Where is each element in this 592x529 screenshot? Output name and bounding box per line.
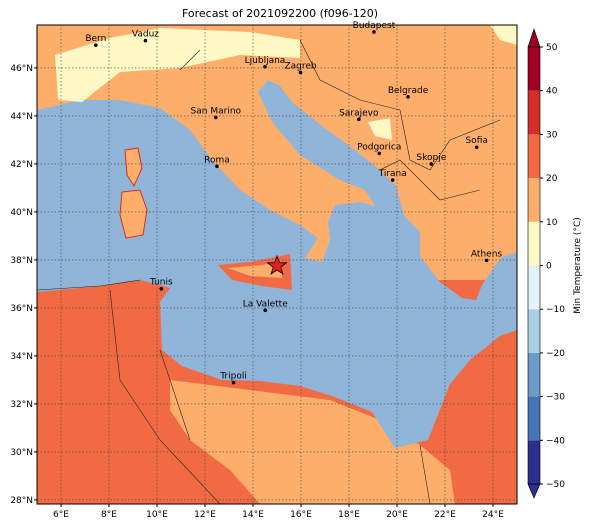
city-label: Sofia xyxy=(465,136,487,146)
colorbar-tick-label: −20 xyxy=(546,349,565,359)
y-tick-label: 32°N xyxy=(10,400,33,410)
x-tick-label: 12°E xyxy=(194,510,216,520)
city-dot xyxy=(94,43,98,47)
colorbar-segment xyxy=(528,440,540,484)
city-label: Bern xyxy=(85,34,106,44)
colorbar-tick-label: 40 xyxy=(546,87,558,97)
colorbar-tick-label: −50 xyxy=(546,480,565,490)
city-label: Athens xyxy=(471,249,502,259)
colorbar-segment xyxy=(528,396,540,441)
y-tick-label: 42°N xyxy=(10,160,33,170)
city-label: Sarajevo xyxy=(339,108,379,118)
city-label: Tripoli xyxy=(219,372,247,382)
x-tick-label: 8°E xyxy=(101,510,117,520)
city-dot xyxy=(159,286,164,291)
y-tick-label: 46°N xyxy=(10,64,33,74)
x-tick-label: 22°E xyxy=(434,510,456,520)
y-tick-label: 30°N xyxy=(10,448,33,458)
x-tick-label: 14°E xyxy=(242,510,264,520)
grid xyxy=(37,25,517,504)
city-dot xyxy=(357,117,361,122)
city-dot xyxy=(390,178,395,182)
city-label: Tirana xyxy=(378,169,407,179)
colorbar: −50 −40 −30 −20 −10 0 10 20 30 40 50 Min Temperatur… xyxy=(527,28,583,499)
map-frame xyxy=(36,24,518,505)
colorbar-tick-label: 20 xyxy=(546,174,558,184)
x-tick-label: 18°E xyxy=(338,510,360,520)
city-label: Skopje xyxy=(416,153,446,163)
city-dot xyxy=(429,162,434,166)
city-label: Zagreb xyxy=(284,62,316,72)
axes: 6°E 8°E 10°E 12°E 14°E 16°E 18°E 20°E 22°E 24°E 28… xyxy=(10,64,504,520)
colorbar-segment xyxy=(528,221,540,266)
colorbar-tick-label: −10 xyxy=(546,305,565,315)
x-tick-label: 24°E xyxy=(482,510,504,520)
city-label: Vaduz xyxy=(132,30,159,40)
colorbar-segment xyxy=(528,47,540,91)
colorbar-segment xyxy=(528,352,540,397)
x-tick-label: 10°E xyxy=(146,510,168,520)
city-dot xyxy=(484,258,489,263)
star-marker xyxy=(266,254,288,275)
colorbar-extend-top xyxy=(527,28,541,48)
y-tick-label: 38°N xyxy=(10,256,33,266)
x-tick-label: 20°E xyxy=(386,510,408,520)
city-label: Budapest xyxy=(353,21,396,31)
city-dot xyxy=(215,164,219,169)
y-tick-label: 34°N xyxy=(10,352,33,362)
colorbar-label: Min Temperature (°C) xyxy=(573,217,583,314)
city-dot xyxy=(143,38,148,43)
x-tick-label: 6°E xyxy=(53,510,69,520)
colorbar-tick-label: −30 xyxy=(546,393,565,403)
city-dot xyxy=(377,151,382,156)
city-label: La Valette xyxy=(243,299,288,309)
city-dot xyxy=(231,380,236,385)
city-label: Belgrade xyxy=(388,86,429,96)
city-dot xyxy=(474,145,479,149)
y-tick-label: 44°N xyxy=(10,112,33,122)
city-dot xyxy=(372,30,376,34)
city-label: Tunis xyxy=(149,278,173,288)
colorbar-segment xyxy=(528,309,540,353)
city-dot xyxy=(263,308,268,313)
city-label: San Marino xyxy=(191,106,242,116)
colorbar-segment xyxy=(528,90,540,135)
y-tick-label: 36°N xyxy=(10,304,33,314)
city-dot xyxy=(298,70,303,75)
x-tick-label: 16°E xyxy=(290,510,312,520)
city-label: Roma xyxy=(204,155,230,165)
city-dot xyxy=(406,94,410,99)
colorbar-tick-label: 0 xyxy=(546,262,552,272)
city-dot xyxy=(214,115,218,120)
colorbar-tick-label: 50 xyxy=(546,43,558,53)
colorbar-segment xyxy=(528,265,540,310)
colorbar-extend-bottom xyxy=(527,483,541,499)
city-dot xyxy=(263,64,267,69)
colorbar-tick-label: 10 xyxy=(546,218,558,228)
city-label: Podgorica xyxy=(357,142,401,152)
colorbar-segment xyxy=(528,178,540,222)
colorbar-tick-label: 30 xyxy=(546,130,558,140)
title: Forecast of 2021092200 (f096-120) xyxy=(182,7,378,20)
y-tick-label: 40°N xyxy=(10,208,33,218)
y-tick-label: 28°N xyxy=(10,496,33,506)
city-label: Ljubljana xyxy=(245,56,286,66)
colorbar-segment xyxy=(528,134,540,179)
colorbar-tick-label: −40 xyxy=(546,436,565,446)
